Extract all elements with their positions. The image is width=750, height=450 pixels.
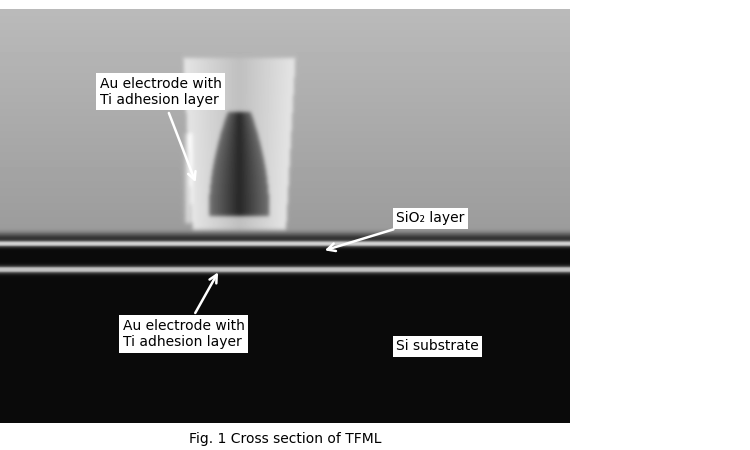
Text: SiO₂ layer: SiO₂ layer [328,211,464,251]
Text: Au electrode with
Ti adhesion layer: Au electrode with Ti adhesion layer [100,76,222,180]
Text: Fig. 1 Cross section of TFML: Fig. 1 Cross section of TFML [189,432,381,446]
Text: Si substrate: Si substrate [396,339,479,353]
Text: Au electrode with
Ti adhesion layer: Au electrode with Ti adhesion layer [122,274,244,349]
